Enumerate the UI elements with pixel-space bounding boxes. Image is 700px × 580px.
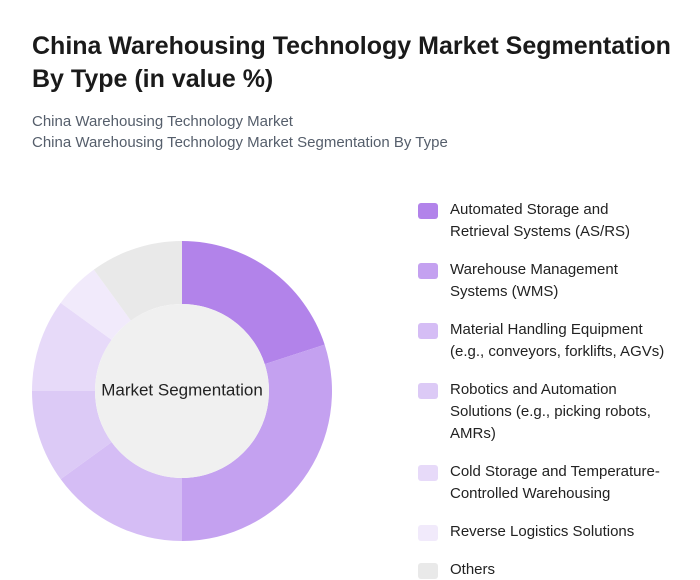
legend-swatch	[418, 525, 438, 541]
donut-hole	[95, 304, 269, 478]
legend-item: Others	[418, 559, 678, 580]
legend-label: Reverse Logistics Solutions	[450, 523, 635, 540]
legend-item: Robotics and Automation Solutions (e.g.,…	[418, 379, 678, 445]
subtitle: China Warehousing Technology Market	[32, 113, 293, 130]
legend-label: Material Handling Equipment (e.g., conve…	[450, 321, 665, 360]
legend-swatch	[418, 323, 438, 339]
donut-slice	[60, 269, 131, 340]
subtitle: China Warehousing Technology Market Segm…	[32, 134, 448, 151]
legend-item: Material Handling Equipment (e.g., conve…	[418, 319, 678, 363]
legend-item: Reverse Logistics Solutions	[418, 521, 678, 543]
legend-item: Automated Storage and Retrieval Systems …	[418, 199, 678, 243]
legend-swatch	[418, 263, 438, 279]
chart-title: China Warehousing Technology Market Segm…	[32, 32, 671, 93]
donut-slice	[60, 442, 183, 541]
legend-swatch	[418, 203, 438, 219]
legend-label: Cold Storage and Temperature-Controlled …	[450, 463, 660, 502]
chart: Market Segmentation	[32, 241, 333, 541]
legend-label: Robotics and Automation Solutions (e.g.,…	[450, 381, 651, 442]
legend-label: Warehouse Management Systems (WMS)	[450, 261, 618, 300]
donut-slice	[32, 391, 112, 480]
legend-label: Others	[450, 561, 496, 578]
donut-slice	[93, 241, 182, 321]
legend-swatch	[418, 465, 438, 481]
legend-item: Warehouse Management Systems (WMS)	[418, 259, 678, 303]
legend: Automated Storage and Retrieval Systems …	[418, 199, 678, 580]
donut-slice	[182, 241, 325, 365]
legend-swatch	[418, 383, 438, 399]
donut-slice	[32, 302, 112, 391]
legend-label: Automated Storage and Retrieval Systems …	[450, 201, 631, 240]
center-label: Market Segmentation	[101, 380, 263, 399]
legend-swatch	[418, 563, 438, 579]
legend-item: Cold Storage and Temperature-Controlled …	[418, 461, 678, 505]
donut-slice	[182, 344, 333, 541]
